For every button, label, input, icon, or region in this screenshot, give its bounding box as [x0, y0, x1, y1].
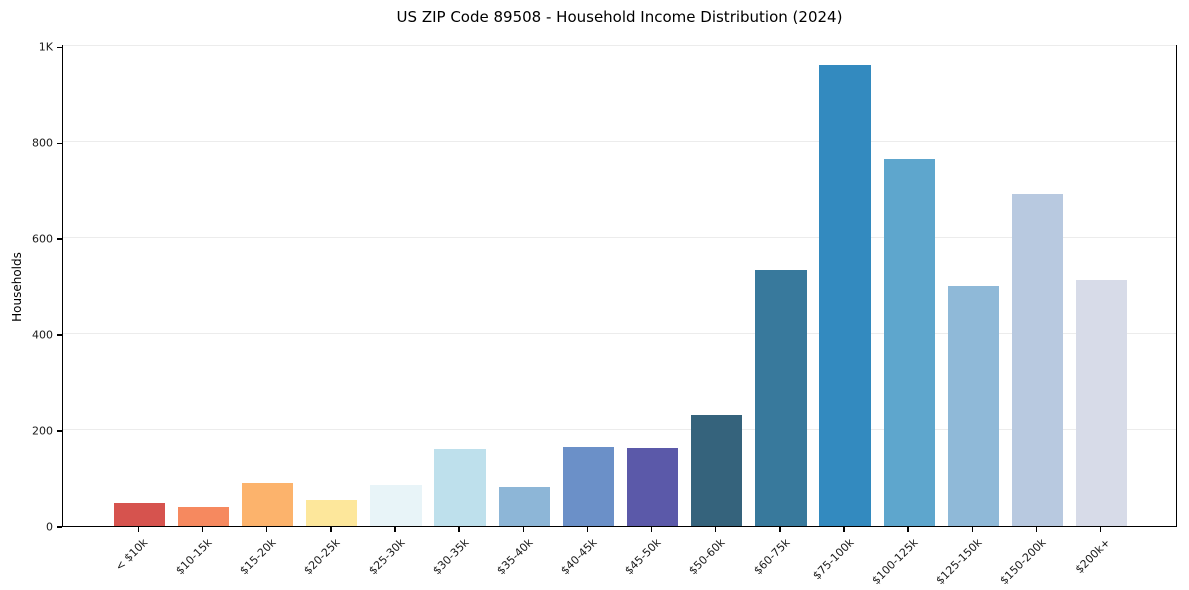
y-tick-mark: [57, 46, 62, 49]
x-tick-mark: [522, 527, 525, 532]
x-tick-label: $200k+: [1072, 536, 1113, 577]
y-tick-label: 200: [32, 424, 53, 438]
x-tick-label: $125-150k: [933, 536, 985, 588]
x-tick-label: $75-100k: [810, 536, 857, 583]
bar-$75-100k: [819, 64, 871, 526]
bar-$150-200k: [1011, 194, 1064, 526]
x-tick-label: $25-30k: [365, 536, 408, 578]
x-tick-label: $20-25k: [301, 536, 343, 578]
bar-$40-45k: [562, 446, 615, 526]
x-tick-label: $10-15k: [173, 536, 215, 578]
y-axis-label: Households: [10, 252, 24, 322]
bar-$35-40k: [498, 487, 550, 526]
gridline-y-600: [63, 237, 1176, 239]
bar-$25-30k: [370, 485, 422, 526]
x-tick-mark: [1035, 527, 1038, 532]
y-tick-mark: [57, 142, 62, 145]
bar-< $10k: [113, 502, 165, 526]
chart-title: US ZIP Code 89508 - Household Income Dis…: [396, 8, 843, 26]
x-tick-mark: [394, 527, 396, 532]
x-tick-label: $40-45k: [558, 536, 600, 578]
x-tick-label: $15-20k: [237, 536, 279, 578]
bar-$125-150k: [947, 286, 999, 526]
x-tick-mark: [714, 527, 717, 532]
bar-$20-25k: [306, 499, 358, 526]
y-tick-mark: [57, 430, 62, 432]
x-tick-label: $100-125k: [869, 536, 921, 588]
x-tick-mark: [137, 527, 140, 532]
gridline-y-800: [63, 141, 1176, 143]
x-tick-mark: [265, 527, 268, 532]
x-tick-mark: [907, 527, 909, 532]
x-tick-label: $150-200k: [997, 536, 1049, 588]
bar-$10-15k: [177, 506, 230, 526]
x-tick-label: $30-35k: [430, 536, 472, 578]
bar-$50-60k: [691, 415, 743, 526]
y-tick-mark: [57, 526, 62, 528]
x-tick-mark: [458, 527, 460, 532]
bar-$200k+: [1075, 280, 1128, 526]
x-tick-mark: [201, 527, 204, 532]
y-tick-label: 400: [32, 328, 53, 342]
x-tick-label: $60-75k: [750, 536, 793, 578]
x-tick-mark: [1099, 527, 1102, 532]
gridline-y-400: [63, 333, 1176, 335]
bar-$30-35k: [434, 449, 486, 526]
gridline-y-1000: [63, 45, 1176, 47]
x-tick-mark: [843, 527, 845, 532]
x-tick-label: $50-60k: [686, 536, 728, 578]
bar-$15-20k: [241, 482, 294, 526]
x-tick-mark: [779, 527, 781, 532]
x-tick-mark: [586, 527, 589, 532]
y-tick-mark: [57, 334, 62, 336]
x-tick-mark: [330, 527, 332, 532]
plot-area: [62, 45, 1177, 527]
x-tick-mark: [971, 527, 974, 532]
y-tick-label: 800: [32, 136, 53, 150]
x-tick-label: $45-50k: [622, 536, 664, 578]
y-tick-mark: [57, 238, 62, 240]
bar-$45-50k: [626, 448, 679, 526]
bar-$100-125k: [883, 159, 935, 526]
x-tick-mark: [650, 527, 653, 532]
x-tick-label: $35-40k: [494, 536, 536, 578]
bar-$60-75k: [755, 270, 807, 526]
x-tick-label: < $10k: [112, 536, 151, 574]
gridline-y-200: [63, 429, 1176, 431]
y-tick-label: 1K: [38, 40, 53, 54]
y-tick-label: 0: [46, 520, 53, 534]
y-tick-label: 600: [32, 232, 53, 246]
